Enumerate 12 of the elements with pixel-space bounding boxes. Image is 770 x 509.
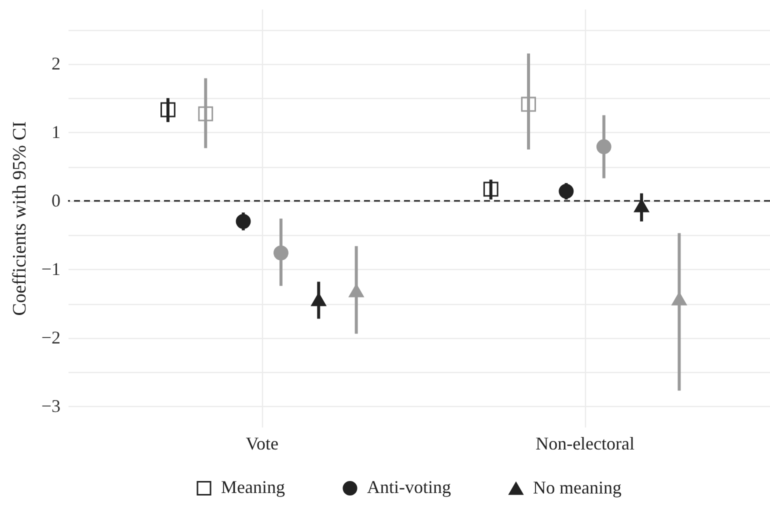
legend-label: Anti-voting xyxy=(367,477,451,498)
y-tick-label: 0 xyxy=(52,190,60,210)
y-tick-label: −1 xyxy=(41,258,60,279)
legend-label: Meaning xyxy=(221,477,285,498)
x-tick-label: Non-electoral xyxy=(536,434,635,454)
y-tick-label: 2 xyxy=(52,53,60,74)
y-tick-label: −3 xyxy=(41,396,60,416)
y-tick-label: −2 xyxy=(41,327,60,348)
legend-label: No meaning xyxy=(533,478,622,498)
y-axis-title: Coefficients with 95% CI xyxy=(9,121,30,316)
y-tick-label: 1 xyxy=(52,122,60,142)
x-tick-label: Vote xyxy=(246,434,278,454)
